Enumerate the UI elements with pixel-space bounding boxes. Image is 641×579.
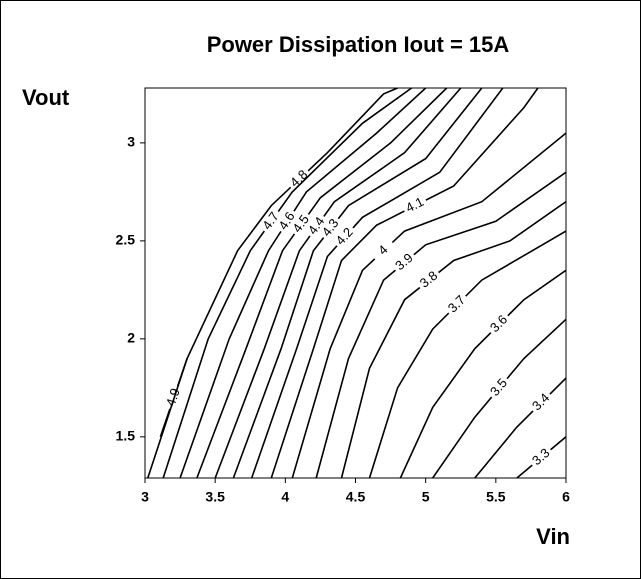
label-background — [443, 290, 472, 319]
contour-line — [368, 230, 566, 478]
x-tick-label: 3.5 — [205, 489, 225, 505]
label-background — [485, 310, 514, 339]
contour-label: 4.1 — [403, 194, 426, 216]
contour-label: 4.9 — [163, 386, 183, 408]
label-background — [285, 165, 314, 194]
label-background — [369, 236, 398, 265]
x-tick-label: 5 — [422, 489, 430, 505]
x-axis-label: Vin — [536, 524, 570, 549]
x-tick-label: 5.5 — [486, 489, 506, 505]
label-background — [274, 206, 301, 236]
y-tick-label: 1.5 — [116, 428, 136, 444]
label-background — [485, 373, 514, 403]
contour-label-group: 3.9 — [390, 248, 419, 277]
label-background — [317, 213, 345, 243]
contour-line — [270, 88, 539, 478]
contour-label-group: 3.4 — [527, 388, 556, 417]
x-tick-label: 4.5 — [346, 489, 366, 505]
label-background — [257, 206, 285, 236]
x-tick-label: 3 — [141, 489, 149, 505]
plot-frame — [144, 87, 567, 479]
y-tick-label: 2.5 — [116, 232, 136, 248]
contour-label-group: 4.8 — [285, 165, 314, 194]
contour-label-group: 3.7 — [443, 290, 472, 319]
contour-label-group: 3.6 — [485, 310, 514, 339]
y-axis-label: Vout — [22, 85, 70, 110]
contour-line — [399, 269, 566, 478]
contour-line — [147, 88, 398, 478]
label-background — [414, 266, 444, 294]
contour-label-group: 3.8 — [414, 266, 444, 294]
contour-label-group: 4.2 — [331, 222, 359, 252]
label-background — [288, 209, 315, 239]
label-background — [303, 211, 331, 241]
chart-title: Power Dissipation Iout = 15A — [207, 32, 510, 57]
contour-label-group: 3.3 — [527, 443, 556, 472]
contour-label-group: 3.5 — [485, 373, 514, 403]
contour-label-group: 4 — [369, 236, 398, 265]
label-background — [527, 388, 556, 417]
label-background — [400, 193, 430, 219]
y-tick-label: 2 — [127, 330, 135, 346]
label-background — [390, 248, 419, 277]
plot-area: 3 3.5 4 4.5 5 5.5 61.522.534.94.84.74.64.54.44… — [116, 87, 570, 505]
contour-label-group: 4.3 — [317, 213, 345, 243]
x-tick-label: 6 — [562, 489, 570, 505]
contour-label-group: 4.9 — [162, 383, 186, 412]
label-background — [331, 222, 359, 252]
contours: 4.94.84.74.64.54.44.34.24.143.93.83.73.6… — [147, 88, 566, 478]
label-background — [527, 443, 556, 472]
y-tick-label: 3 — [127, 134, 135, 150]
x-tick-label: 4 — [281, 489, 289, 505]
contour-label-group: 4.1 — [400, 193, 430, 219]
